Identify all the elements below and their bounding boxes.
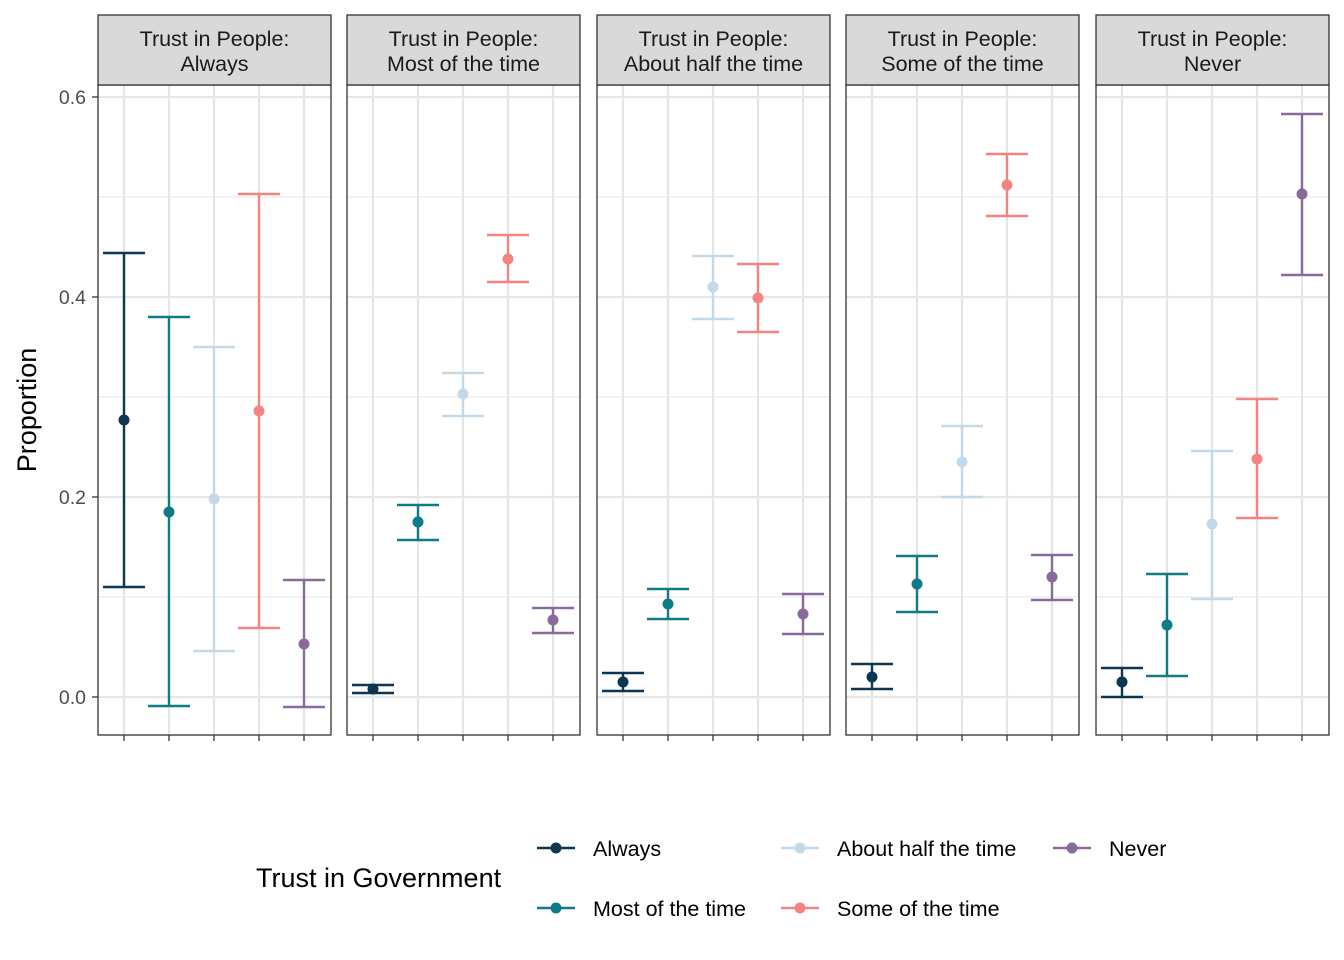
- legend-key-point: [1066, 842, 1078, 854]
- error-bar-never: [1031, 553, 1073, 602]
- facet-panel: Trust in People:Never: [1095, 14, 1330, 741]
- legend-label: About half the time: [837, 837, 1016, 861]
- estimate-point: [208, 493, 220, 505]
- error-bar-some-of-the-time: [986, 152, 1028, 218]
- estimate-point: [1161, 619, 1173, 631]
- estimate-point: [752, 292, 764, 304]
- error-bar-some-of-the-time: [238, 192, 280, 630]
- facet-panel: Trust in People:About half the time: [596, 14, 831, 741]
- facet-strip-title-line2: Most of the time: [387, 52, 540, 76]
- legend-label: Most of the time: [593, 897, 746, 921]
- estimate-point: [911, 578, 923, 590]
- estimate-point: [1046, 571, 1058, 583]
- estimate-point: [797, 608, 809, 620]
- facet-strip-title-line1: Trust in People:: [140, 27, 290, 51]
- legend-key-point: [794, 902, 806, 914]
- error-bar-always: [103, 251, 145, 589]
- estimate-point: [298, 638, 310, 650]
- error-bar-most-of-the-time: [148, 315, 190, 708]
- facet-strip: [346, 14, 581, 86]
- estimate-point: [1001, 179, 1013, 191]
- legend-key-point: [794, 842, 806, 854]
- facet-panel: Trust in People:Always: [97, 14, 332, 741]
- legend-item: Always: [537, 837, 661, 861]
- facet-strip-title-line1: Trust in People:: [389, 27, 539, 51]
- facet-strip-title-line1: Trust in People:: [1138, 27, 1288, 51]
- error-bar-always: [602, 671, 644, 693]
- facet-panel: Trust in People:Most of the time: [346, 14, 581, 741]
- error-bar-always: [851, 662, 893, 691]
- estimate-point: [163, 506, 175, 518]
- facet-strip: [596, 14, 831, 86]
- estimate-point: [707, 281, 719, 293]
- legend-items: Always Most of the time About half the tim…: [537, 837, 1166, 921]
- legend-label: Some of the time: [837, 897, 1000, 921]
- estimate-point: [412, 516, 424, 528]
- y-tick-label: 0.6: [59, 87, 86, 109]
- error-bar-some-of-the-time: [1236, 397, 1278, 520]
- error-bar-about-half-the-time: [193, 345, 235, 653]
- legend-label: Never: [1109, 837, 1166, 861]
- error-bar-about-half-the-time: [1191, 449, 1233, 601]
- facet-strip-title-line2: Never: [1184, 52, 1241, 76]
- legend-label: Always: [593, 837, 661, 861]
- estimate-point: [253, 405, 265, 417]
- y-tick-label: 0.4: [59, 287, 86, 309]
- facet-strip-title-line1: Trust in People:: [888, 27, 1038, 51]
- estimate-point: [662, 598, 674, 610]
- error-bar-most-of-the-time: [896, 554, 938, 614]
- legend-key-point: [550, 842, 562, 854]
- legend-item: Never: [1053, 837, 1166, 861]
- estimate-point: [1296, 188, 1308, 200]
- y-axis: 0.0 0.2 0.4 0.6: [59, 87, 98, 709]
- error-bar-never: [1281, 112, 1323, 277]
- estimate-point: [367, 683, 379, 695]
- estimate-point: [866, 671, 878, 683]
- legend-item: Some of the time: [781, 897, 1000, 921]
- estimate-point: [502, 253, 514, 265]
- estimate-point: [617, 676, 629, 688]
- facet-strip: [1095, 14, 1330, 86]
- legend-item: About half the time: [781, 837, 1016, 861]
- estimate-point: [547, 614, 559, 626]
- facet-strip-title-line2: Some of the time: [881, 52, 1044, 76]
- estimate-point: [1116, 676, 1128, 688]
- error-bar-always: [1101, 666, 1143, 699]
- legend-title: Trust in Government: [256, 863, 502, 893]
- error-bar-most-of-the-time: [397, 503, 439, 542]
- error-bar-some-of-the-time: [487, 233, 529, 284]
- error-bar-never: [532, 606, 574, 635]
- legend-item: Most of the time: [537, 897, 746, 921]
- estimate-point: [457, 388, 469, 400]
- facet-strip-title-line1: Trust in People:: [639, 27, 789, 51]
- y-tick-label: 0.2: [59, 487, 86, 509]
- error-bar-about-half-the-time: [692, 254, 734, 321]
- error-bar-never: [283, 578, 325, 709]
- legend-key-point: [550, 902, 562, 914]
- y-axis-title: Proportion: [12, 348, 42, 473]
- estimate-point: [118, 414, 130, 426]
- error-bar-some-of-the-time: [737, 262, 779, 334]
- legend: Trust in Government Always Most of the ti…: [256, 837, 1166, 921]
- facet-strip-title-line2: About half the time: [624, 52, 803, 76]
- error-bar-always: [352, 683, 394, 695]
- error-bar-most-of-the-time: [647, 587, 689, 621]
- error-bar-never: [782, 592, 824, 636]
- error-bar-most-of-the-time: [1146, 572, 1188, 678]
- estimate-point: [1251, 453, 1263, 465]
- estimate-point: [1206, 518, 1218, 530]
- facet-panel: Trust in People:Some of the time: [845, 14, 1080, 741]
- facet-strip: [97, 14, 332, 86]
- y-tick-label: 0.0: [59, 687, 86, 709]
- error-bar-about-half-the-time: [442, 371, 484, 418]
- estimate-point: [956, 456, 968, 468]
- facet-strip-title-line2: Always: [180, 52, 248, 76]
- error-bar-about-half-the-time: [941, 424, 983, 499]
- facet-strip: [845, 14, 1080, 86]
